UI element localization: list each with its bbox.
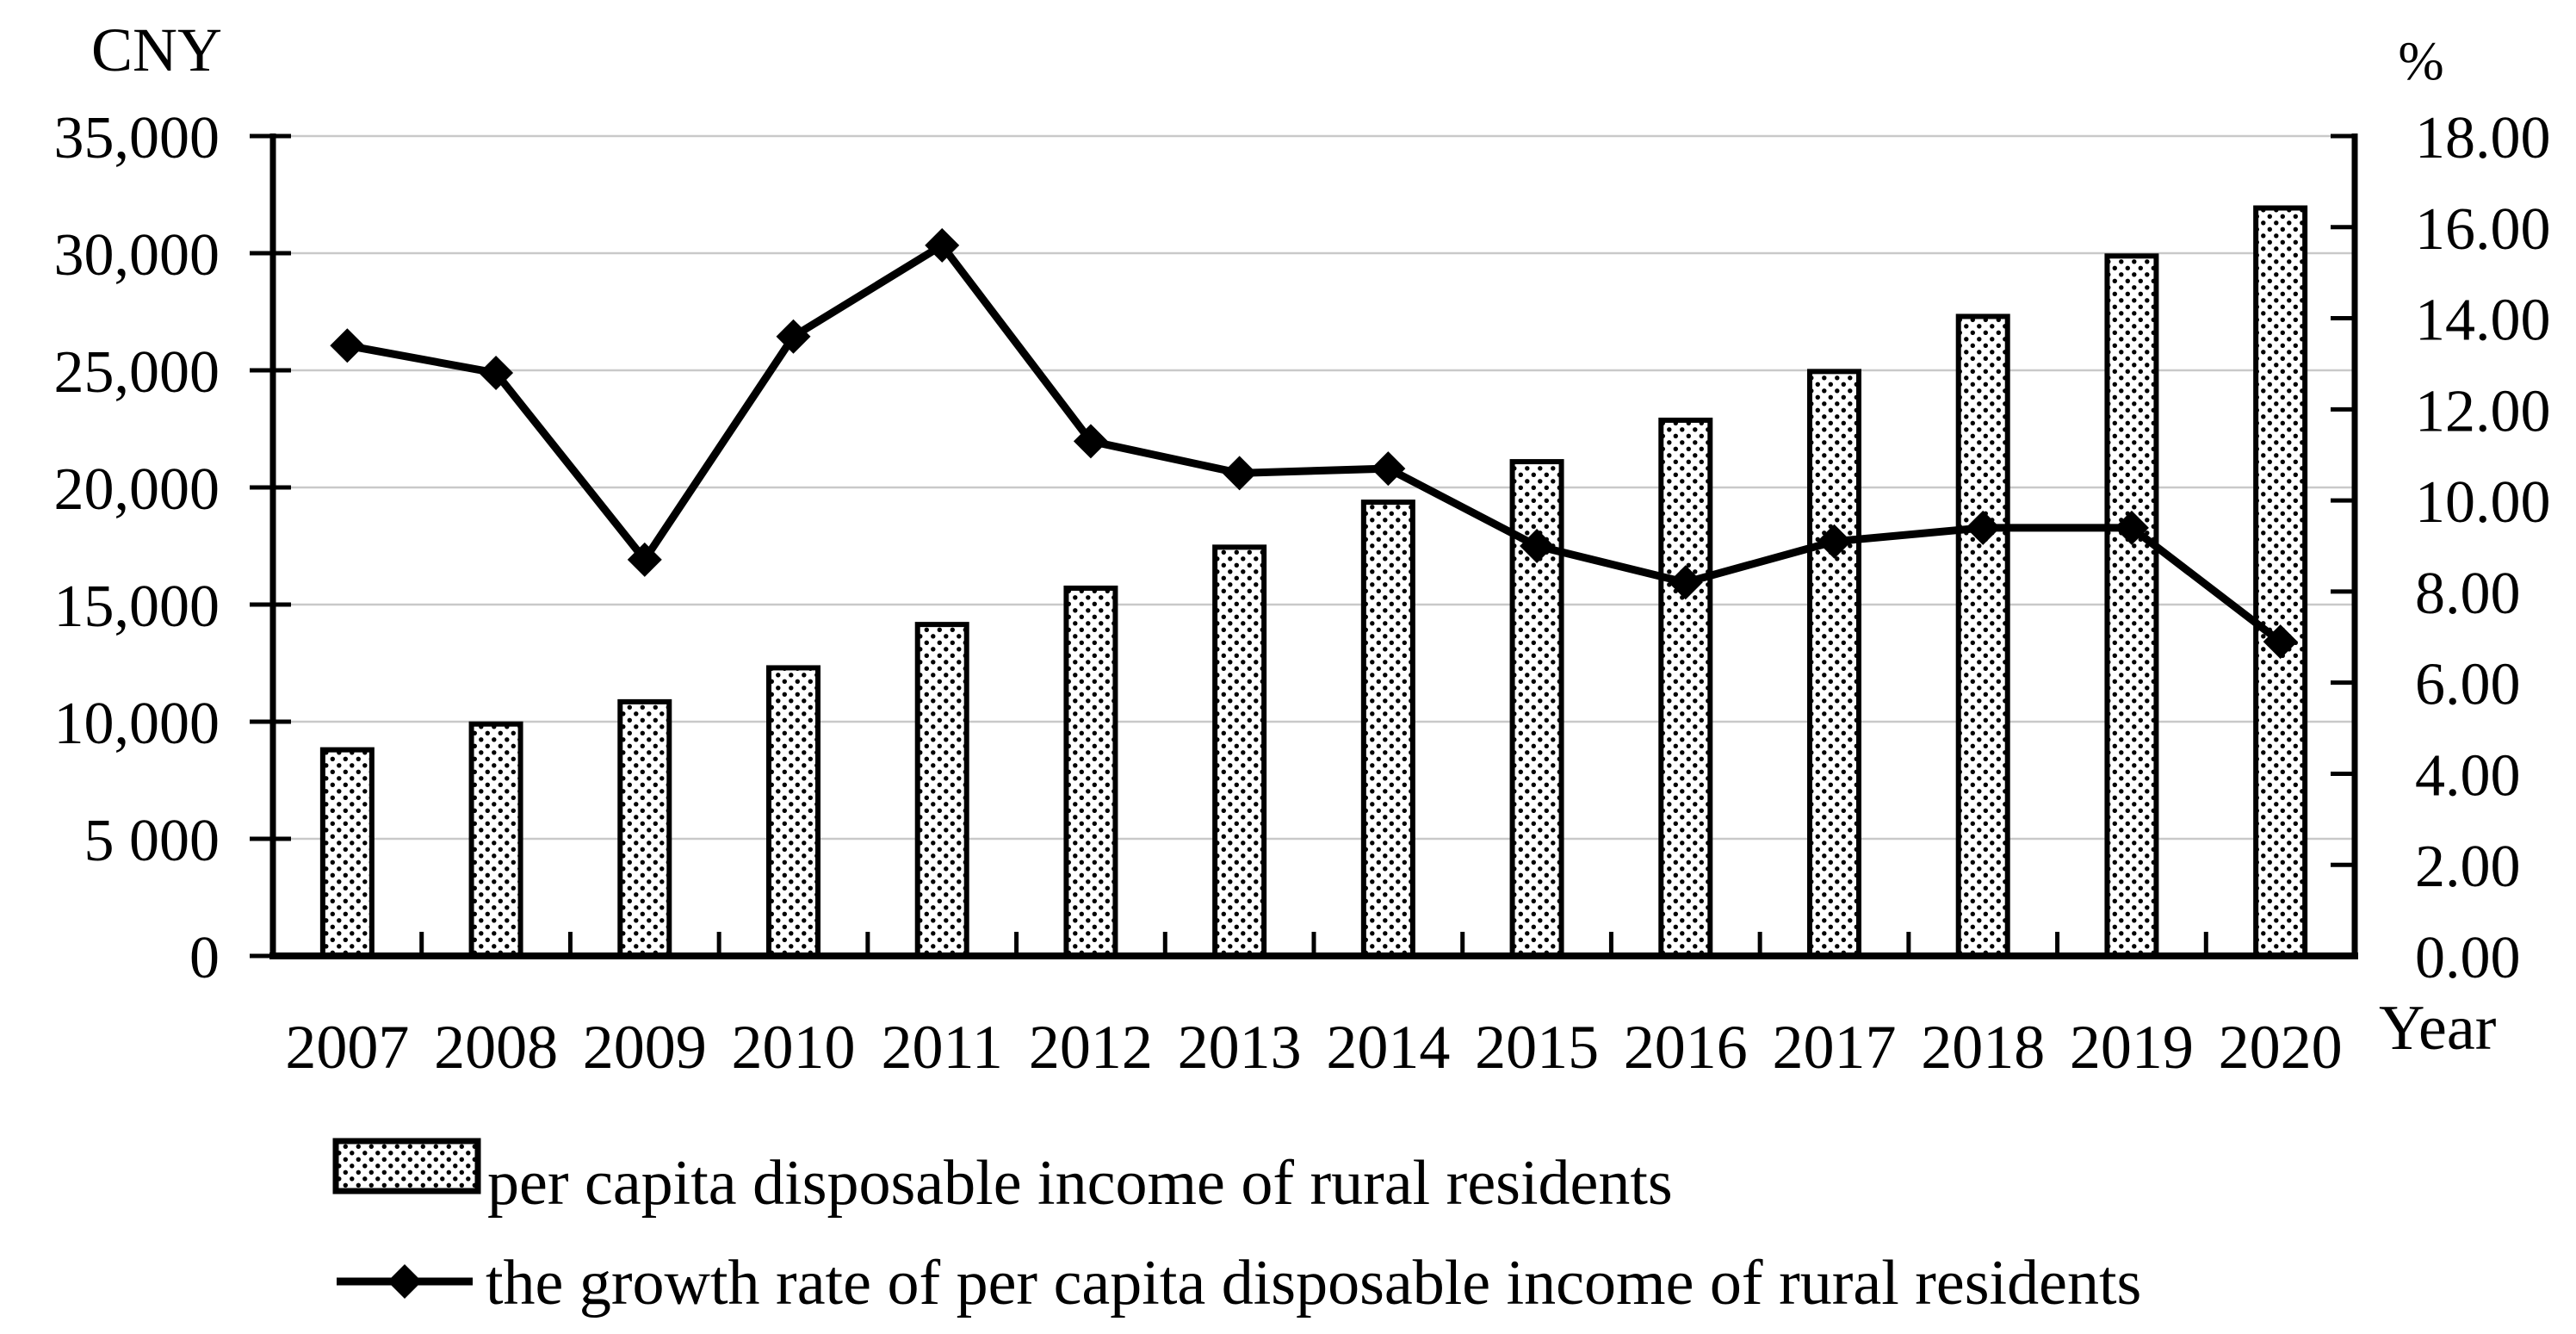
legend-bar-label: per capita disposable income of rural re… [487,1148,1673,1219]
diamond-marker-2019 [2114,510,2149,545]
x-axis-category-label: 2020 [2219,1013,2343,1082]
bar-2010 [766,665,820,959]
right-axis-tick-label: 18.00 [2415,105,2551,171]
x-axis-category-label: 2017 [1773,1013,1897,1082]
x-axis-category-label: 2014 [1326,1013,1450,1082]
right-axis-tick-label: 2.00 [2415,834,2521,900]
left-axis-title: CNY [91,16,222,84]
diamond-marker-2016 [1668,565,1703,600]
x-axis-category-label: 2013 [1178,1013,1302,1082]
axis-labels: 0 5 000 10,000 15,000 20,000 25,000 30,000 35,0… [54,105,2551,1082]
left-axis-tick-label: 15,000 [54,574,220,640]
axes [250,133,2358,959]
left-axis-tick-label: 5 000 [84,808,220,874]
x-axis-title: Year [2379,993,2496,1064]
left-axis-tick-label: 10,000 [54,691,220,757]
x-axis-category-label: 2016 [1624,1013,1748,1082]
legend-line-label: the growth rate of per capita disposable… [486,1248,2141,1318]
right-axis-tick-label: 4.00 [2415,742,2521,809]
growth-rate-line [346,239,2283,645]
diamond-marker-2013 [1222,456,1257,491]
bar-2016 [1658,417,1713,959]
right-axis-tick-label: 12.00 [2415,378,2551,444]
bar-2007 [319,747,375,959]
diamond-marker-2015 [1520,529,1555,563]
bar-2008 [468,721,523,959]
right-axis-tick-label: 6.00 [2415,652,2521,718]
diamond-marker-2018 [1966,510,2001,545]
left-axis-tick-label: 25,000 [54,339,220,406]
bar-2017 [1807,369,1861,959]
legend: per capita disposable income of rural re… [332,1138,2141,1318]
x-axis-category-label: 2011 [882,1013,1003,1082]
diamond-marker-2010 [776,319,811,354]
x-axis-category-label: 2007 [285,1013,409,1082]
bar-2013 [1212,544,1267,959]
diamond-marker-2009 [627,542,662,577]
diamond-marker-2017 [1817,524,1852,559]
right-axis-tick-label: 0.00 [2415,925,2521,991]
right-axis-title: % [2398,30,2443,91]
right-axis-tick-label: 16.00 [2415,196,2551,263]
bar-series [319,205,2308,959]
right-axis-tick-label: 14.00 [2415,288,2551,354]
bar-2012 [1063,585,1118,959]
legend-bar-swatch [332,1138,481,1194]
x-axis-category-label: 2018 [1921,1013,2045,1082]
x-axis-category-label: 2010 [732,1013,856,1082]
bar-2009 [617,698,672,959]
diamond-marker-2012 [1073,424,1108,459]
x-axis-category-label: 2012 [1029,1013,1153,1082]
left-axis-tick-label: 30,000 [54,222,220,289]
diamond-marker-2008 [479,356,514,391]
diamond-marker-2020 [2263,624,2298,660]
left-axis-tick-label: 35,000 [54,105,220,171]
diamond-marker-2014 [1371,451,1406,487]
right-axis-tick-label: 10.00 [2415,469,2551,536]
left-axis-tick-label: 0 [189,925,220,991]
bar-2020 [2253,205,2308,959]
legend-diamond-icon [387,1264,422,1299]
x-axis-category-label: 2015 [1475,1013,1599,1082]
diamond-marker-2007 [330,328,365,363]
x-axis-category-label: 2009 [583,1013,707,1082]
right-axis-tick-label: 8.00 [2415,561,2521,627]
line-series [330,227,2298,660]
bar-2014 [1360,499,1415,959]
bar-2019 [2104,253,2159,959]
bar-2011 [914,622,969,959]
x-axis-category-label: 2008 [434,1013,558,1082]
left-axis-tick-label: 20,000 [54,456,220,523]
bar-2018 [1955,313,2010,959]
diamond-marker-2011 [925,227,960,263]
x-axis-category-label: 2019 [2070,1013,2194,1082]
